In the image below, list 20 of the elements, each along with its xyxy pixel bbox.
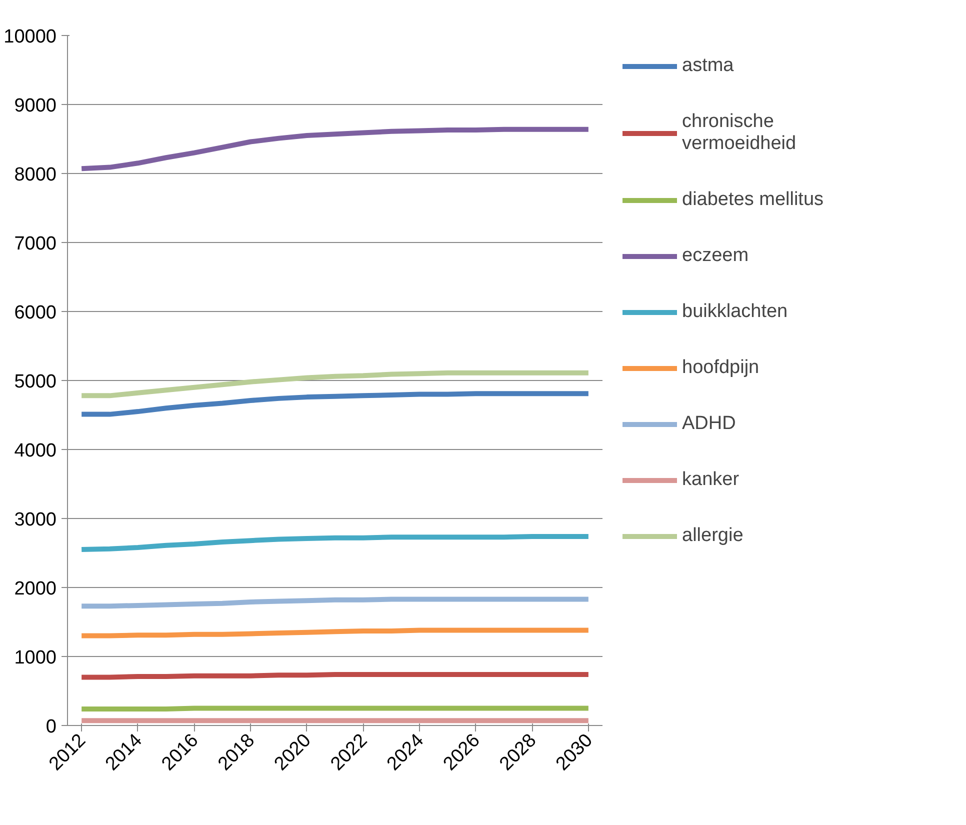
y-tick-label: 3000 [14,510,57,530]
y-tick-label: 5000 [14,372,57,392]
legend-label: hoofdpijn [682,357,760,379]
y-tick-label: 2000 [14,578,57,600]
legend-label: eczeem [682,245,749,267]
legend-label: buikklachten [682,301,788,323]
legend-label: astma [682,55,734,77]
legend-label: allergie [682,525,744,547]
y-tick-label: 1000 [14,648,57,668]
y-tick-label: 10000 [4,26,57,48]
y-tick-label: 8000 [14,164,57,186]
y-tick-label: 6000 [14,302,57,324]
y-tick-label: 7000 [14,234,57,254]
legend-label: diabetes mellitus [682,189,824,211]
legend-label: ADHD [682,413,736,435]
legend-label: kanker [682,469,740,491]
legend-label: chronische vermoeidheid [682,111,796,155]
y-tick-label: 0 [46,716,57,738]
y-tick-label: 9000 [14,96,57,116]
y-tick-label: 4000 [14,440,57,462]
